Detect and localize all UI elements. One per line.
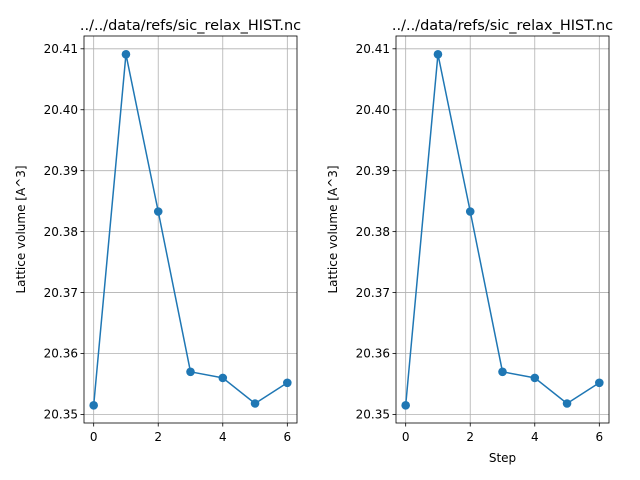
right-data-point <box>433 49 443 59</box>
left-y-tick-label: 20.40 <box>44 103 78 117</box>
right-axes-frame <box>395 35 610 424</box>
right-x-tick-label: 4 <box>531 430 539 444</box>
left-y-tick-label: 20.35 <box>44 408 78 422</box>
right-y-tick-label: 20.39 <box>356 164 390 178</box>
right-subplot: 0 2 4 620.3520.3620.3720.3820.3920.4020.41 … <box>326 18 613 465</box>
right-ticks: 0 2 4 6 20.35 20.36 20.37 20.38 20.39 20.40 20.41 <box>356 42 603 444</box>
right-x-tick-label: 2 <box>466 430 474 444</box>
left-y-tick-label: 20.39 <box>44 164 78 178</box>
left-chart-title: ../../data/refs/sic_relax_HIST.nc <box>80 18 301 34</box>
right-y-tick-label: 20.40 <box>356 103 390 117</box>
right-y-tick-label: 20.36 <box>356 347 390 361</box>
right-data-point <box>401 401 410 410</box>
left-y-tick-label: 20.38 <box>44 225 78 239</box>
right-y-tick-label: 20.35 <box>356 408 390 422</box>
left-ticks: 0 2 4 6 20.35 20.36 20.37 20.38 20.39 20.40 20.41 <box>44 42 291 444</box>
left-data-point <box>250 399 260 408</box>
left-data-point <box>153 207 163 216</box>
right-series <box>401 49 604 410</box>
left-y-axis-label: Lattice volume [A^3] <box>14 165 28 293</box>
right-chart-title: ../../data/refs/sic_relax_HIST.nc <box>392 18 613 34</box>
right-x-tick-label: 0 <box>402 430 410 444</box>
right-data-point <box>595 378 604 388</box>
left-data-point <box>89 401 98 410</box>
right-data-point <box>530 373 540 383</box>
right-y-tick-label: 20.41 <box>356 42 390 56</box>
right-grid <box>396 36 609 423</box>
right-x-tick-label: 6 <box>595 430 603 444</box>
right-x-axis-label: Step <box>489 451 516 465</box>
left-data-point <box>218 373 228 383</box>
right-y-tick-label: 20.38 <box>356 225 390 239</box>
right-data-point <box>498 367 507 377</box>
left-x-tick-label: 2 <box>154 430 162 444</box>
right-y-axis-label: Lattice volume [A^3] <box>326 165 340 293</box>
left-x-tick-label: 4 <box>219 430 227 444</box>
right-y-tick-label: 20.37 <box>356 286 390 300</box>
left-subplot: 0 2 4 620.3520.3620.3720.3820.3920.4020.41 … <box>14 18 301 444</box>
left-series <box>89 49 292 410</box>
left-x-tick-label: 6 <box>283 430 291 444</box>
right-data-point <box>465 207 475 216</box>
left-x-tick-label: 0 <box>90 430 98 444</box>
left-axes-frame <box>83 35 298 424</box>
left-data-point <box>186 367 195 377</box>
left-y-tick-label: 20.41 <box>44 42 78 56</box>
left-grid <box>84 36 297 423</box>
left-data-point <box>283 378 292 388</box>
left-y-tick-label: 20.36 <box>44 347 78 361</box>
left-data-point <box>121 49 131 59</box>
right-data-point <box>562 399 572 408</box>
left-y-tick-label: 20.37 <box>44 286 78 300</box>
